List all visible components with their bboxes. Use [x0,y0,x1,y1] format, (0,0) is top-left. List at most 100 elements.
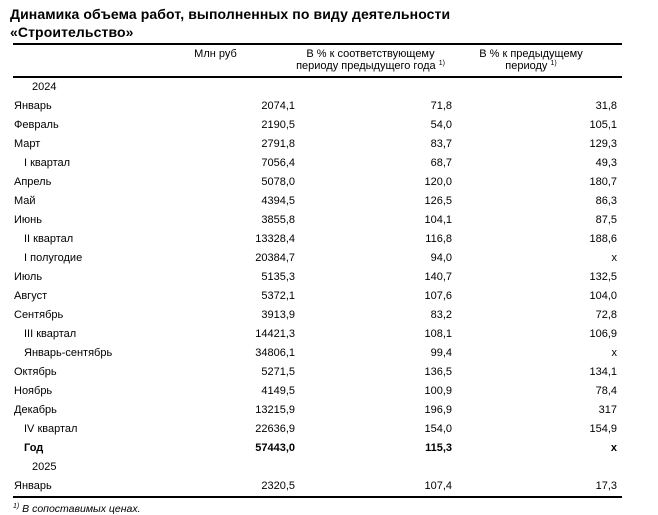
column-header-pct-prev-year-line2: периоду предыдущего года [296,60,436,72]
cell-v3: 72,8 [595,309,617,321]
footnote-marker: 1) [550,60,557,67]
cell-v2: 126,5 [424,195,452,207]
cell-v3: 132,5 [589,271,617,283]
cell-v3: x [611,347,618,359]
cell-v1: 3913,9 [261,309,295,321]
table-row: Октябрь 5271,5 136,5 134,1 [13,363,622,382]
row-label: Январь-сентябрь [24,347,113,359]
row-label: Июль [14,271,43,283]
cell-v3: 129,3 [589,138,617,150]
footnote-marker: 1) [438,60,445,67]
data-table: Млн руб В % к соответствующему периоду п… [13,43,622,498]
row-label: Январь [14,100,52,112]
row-label: Апрель [14,176,52,188]
column-header-pct-prev-period: В % к предыдущему периоду 1) [452,44,622,78]
table-row: Февраль 2190,5 54,0 105,1 [13,116,622,135]
cell-v3: 106,9 [589,328,617,340]
cell-v3: 31,8 [595,100,617,112]
cell-v3: 154,9 [589,423,617,435]
page-title: Динамика объема работ, выполненных по ви… [10,5,635,41]
cell-v1: 34806,1 [255,347,295,359]
cell-v3: x [611,252,618,264]
cell-v1: 2320,5 [261,480,295,492]
row-label: I полугодие [24,252,83,264]
cell-v2: 154,0 [424,423,452,435]
row-label: Год [24,442,44,454]
cell-v2: 104,1 [424,214,452,226]
row-label: 2024 [32,81,57,93]
cell-v3: 188,6 [589,233,617,245]
cell-v3: 49,3 [595,157,617,169]
cell-v1 [148,77,295,97]
cell-v2: 108,1 [424,328,452,340]
cell-v3 [452,77,622,97]
cell-v3: 86,3 [595,195,617,207]
table-row: Сентябрь 3913,9 83,2 72,8 [13,306,622,325]
row-label: II квартал [24,233,74,245]
cell-v3: 17,3 [595,480,617,492]
cell-v1: 5135,3 [261,271,295,283]
cell-v3: x [610,442,617,454]
table-row: Ноябрь 4149,5 100,9 78,4 [13,382,622,401]
table-row: Декабрь 13215,9 196,9 317 [13,401,622,420]
cell-v2: 54,0 [430,119,452,131]
cell-v2: 115,3 [425,442,452,454]
cell-v1: 13328,4 [255,233,295,245]
cell-v2: 83,2 [430,309,452,321]
table-row: Год 57443,0 115,3 x [13,439,622,458]
table-row: III квартал 14421,3 108,1 106,9 [13,325,622,344]
cell-v3: 317 [598,404,617,416]
table-row: Июль 5135,3 140,7 132,5 [13,268,622,287]
row-label: 2025 [32,461,57,473]
cell-v1: 4394,5 [261,195,295,207]
cell-v2: 136,5 [424,366,452,378]
table-row: I полугодие 20384,7 94,0 x [13,249,622,268]
cell-v3 [452,458,622,477]
table-row: 2025 [13,458,622,477]
table-row: Март 2791,8 83,7 129,3 [13,135,622,154]
column-header-period [13,44,148,78]
table-row: I квартал 7056,4 68,7 49,3 [13,154,622,173]
table-row: Январь 2320,5 107,4 17,3 [13,477,622,497]
table-header-row: Млн руб В % к соответствующему периоду п… [13,44,622,78]
row-label: Декабрь [14,404,57,416]
footnote-marker: 1) [13,503,20,510]
column-header-pct-prev-year-line1: В % к соответствующему [306,48,435,60]
column-header-pct-prev-period-line1: В % к предыдущему [479,48,583,60]
row-label: IV квартал [24,423,78,435]
cell-v2: 120,0 [424,176,452,188]
page-title-line1: Динамика объема работ, выполненных по ви… [10,6,451,22]
cell-v2: 140,7 [424,271,452,283]
row-label: Июнь [14,214,42,226]
table-row: 2024 [13,77,622,97]
cell-v1: 5078,0 [261,176,295,188]
cell-v2: 99,4 [430,347,452,359]
column-header-pct-prev-year: В % к соответствующему периоду предыдуще… [295,44,452,78]
cell-v2 [295,458,452,477]
cell-v3: 105,1 [589,119,617,131]
cell-v2: 83,7 [430,138,452,150]
cell-v2: 196,9 [424,404,452,416]
cell-v1: 2791,8 [261,138,295,150]
cell-v2: 116,8 [425,233,452,245]
cell-v3: 87,5 [595,214,617,226]
table-row: Апрель 5078,0 120,0 180,7 [13,173,622,192]
table-row: Май 4394,5 126,5 86,3 [13,192,622,211]
cell-v2: 100,9 [424,385,452,397]
cell-v2: 71,8 [430,100,452,112]
cell-v1: 5372,1 [261,290,295,302]
cell-v1: 4149,5 [261,385,295,397]
row-label: Февраль [14,119,59,131]
column-header-mln-rub: Млн руб [148,44,295,78]
column-header-pct-prev-period-line2: периоду [505,60,548,72]
footnote: 1) В сопоставимых ценах. [13,503,635,515]
cell-v1: 22636,9 [255,423,295,435]
cell-v1: 14421,3 [255,328,295,340]
footnote-text: В сопоставимых ценах. [22,503,141,515]
cell-v1: 20384,7 [255,252,295,264]
cell-v1: 3855,8 [261,214,295,226]
table-header: Млн руб В % к соответствующему периоду п… [13,44,622,78]
row-label: Январь [14,480,52,492]
column-header-mln-rub-label: Млн руб [194,48,237,60]
